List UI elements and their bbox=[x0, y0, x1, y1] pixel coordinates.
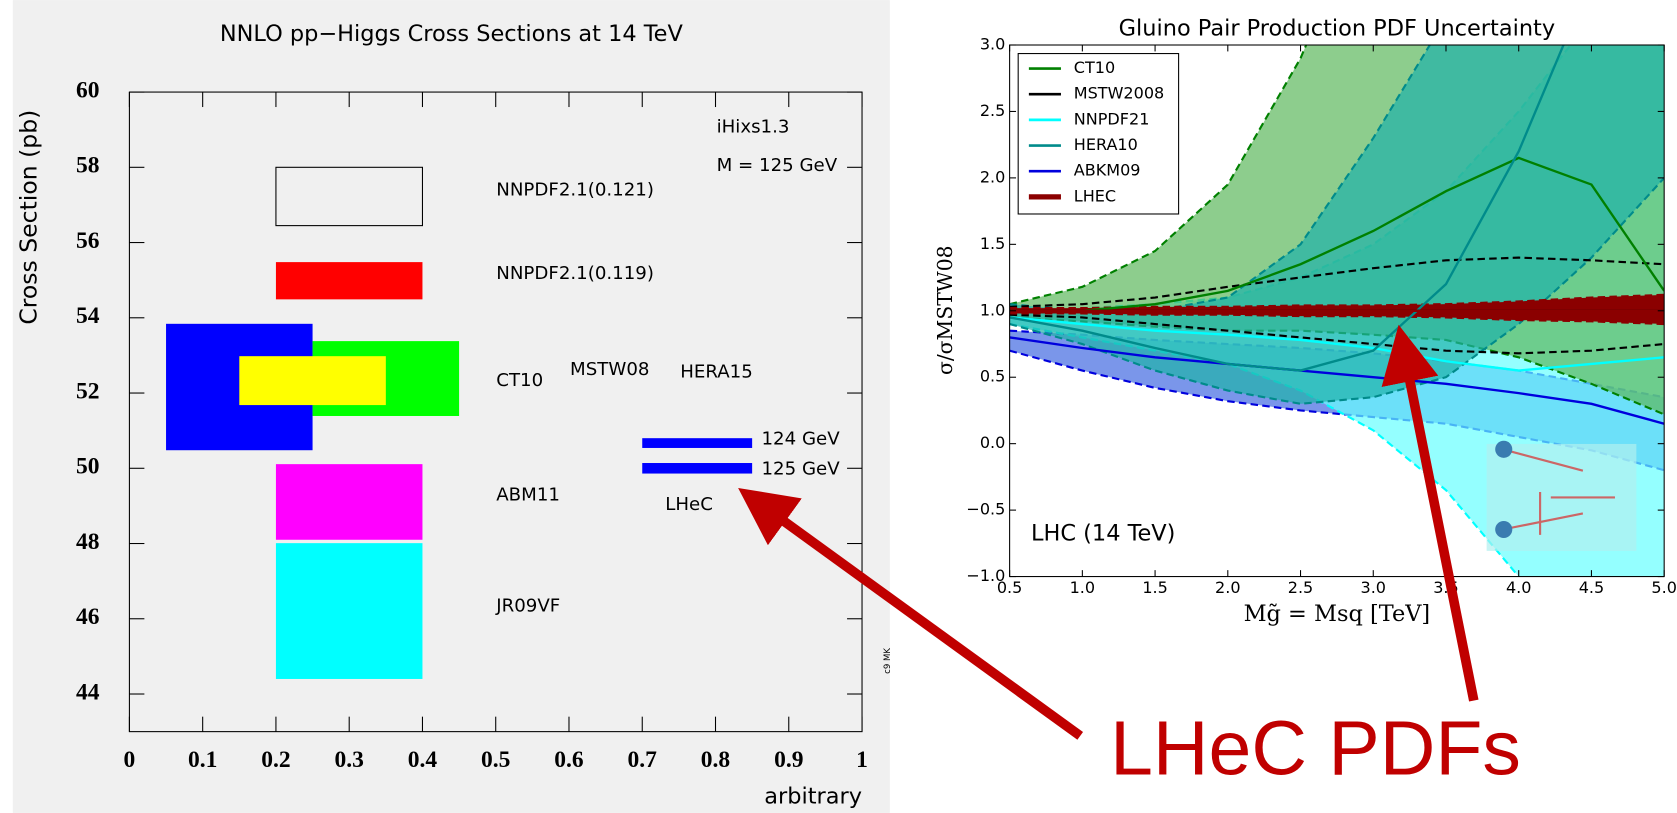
x-tick-label: 0.4 bbox=[408, 747, 438, 773]
legend-label: LHEC bbox=[1074, 186, 1116, 205]
x-axis-label: arbitrary bbox=[764, 783, 862, 809]
inset-lines bbox=[1502, 448, 1615, 535]
box bbox=[642, 463, 753, 474]
y-tick-label: −0.5 bbox=[966, 500, 1005, 519]
x-tick-label: 0 bbox=[124, 747, 136, 773]
line bbox=[1009, 156, 1665, 312]
y-tick-label: 60 bbox=[76, 77, 100, 103]
box bbox=[275, 166, 423, 227]
annotation: c9 MK bbox=[883, 648, 893, 674]
annotation: CT10 bbox=[496, 370, 543, 391]
annotation: 125 GeV bbox=[761, 459, 840, 480]
chart-title: Gluino Pair Production PDF Uncertainty bbox=[1119, 15, 1555, 41]
band-lower bbox=[1009, 313, 1665, 355]
y-tick-label: 1.5 bbox=[980, 234, 1006, 253]
left-chart: NNLO pp−Higgs Cross Sections at 14 TeV Cr… bbox=[14, 21, 893, 810]
y-tick-label: 3.0 bbox=[980, 35, 1006, 54]
legend-label: MSTW2008 bbox=[1074, 84, 1164, 103]
x-tick-label: 1.0 bbox=[1070, 578, 1096, 597]
x-axis-label: Mg̃ = Msq [TeV] bbox=[1244, 601, 1431, 627]
y-tick-label: 0.0 bbox=[980, 433, 1006, 452]
callout: LHeC PDFs bbox=[1110, 705, 1521, 791]
x-tick-label: 0.3 bbox=[334, 747, 363, 773]
x-tick-label: 3.0 bbox=[1361, 578, 1386, 597]
y-tick-label: 0.5 bbox=[980, 367, 1006, 386]
x-tick-label: 0.5 bbox=[997, 578, 1023, 597]
annotation: LHC (14 TeV) bbox=[1031, 520, 1175, 546]
legend-label: CT10 bbox=[1074, 58, 1115, 77]
y-tick-label: 2.0 bbox=[980, 167, 1006, 186]
band-lower bbox=[1009, 312, 1665, 326]
y-tick-label: 52 bbox=[76, 378, 100, 404]
x-tick-label: 0.8 bbox=[701, 747, 730, 773]
y-tick-label: 58 bbox=[76, 153, 100, 179]
inset-vertex bbox=[1495, 440, 1513, 458]
diagram-inset bbox=[1486, 440, 1637, 551]
annotation: 124 GeV bbox=[761, 429, 840, 450]
band-lower bbox=[1009, 177, 1665, 405]
legend-box bbox=[1017, 53, 1180, 215]
annotation: NNPDF2.1(0.121) bbox=[496, 179, 654, 200]
x-tick-label: 4.0 bbox=[1506, 578, 1531, 597]
annotation: M = 125 GeV bbox=[717, 155, 838, 176]
y-axis-label: Cross Section (pb) bbox=[14, 110, 42, 325]
x-tick-label: 0.5 bbox=[481, 747, 510, 773]
box bbox=[642, 438, 753, 448]
band-upper bbox=[1009, 256, 1665, 308]
x-tick-label: 0.7 bbox=[628, 747, 658, 773]
right-chart: −1.0 −0.5 0.0 0.5 1.0 1.5 2.0 2.5 3.0 0.5 1.0 1.5 2.… bbox=[933, 15, 1677, 627]
y-tick-label: 1.0 bbox=[980, 300, 1006, 319]
y-tick-label: 2.5 bbox=[980, 101, 1006, 120]
annotation: NNPDF2.1(0.119) bbox=[496, 263, 654, 284]
box bbox=[275, 464, 423, 540]
y-axis-label: σ/σMSTW08 bbox=[933, 245, 957, 375]
x-tick-label: 4.5 bbox=[1579, 578, 1604, 597]
arrow bbox=[1381, 324, 1479, 702]
legend-label: NNPDF21 bbox=[1074, 109, 1150, 128]
band bbox=[1009, 294, 1665, 325]
x-tick-label: 1.5 bbox=[1142, 578, 1168, 597]
chart-title: NNLO pp−Higgs Cross Sections at 14 TeV bbox=[220, 21, 684, 47]
x-tick-label: 2.0 bbox=[1215, 578, 1241, 597]
y-tick-label: 50 bbox=[76, 454, 100, 480]
legend-label: HERA10 bbox=[1074, 135, 1138, 154]
legend-label: ABKM09 bbox=[1074, 161, 1141, 180]
inset-vertex bbox=[1495, 520, 1513, 539]
x-tick-label: 0.2 bbox=[261, 747, 290, 773]
annotation: MSTW08 bbox=[570, 359, 649, 380]
y-tick-label: 56 bbox=[76, 228, 100, 254]
plot-content bbox=[1009, 45, 1665, 577]
x-tick-label: 1 bbox=[856, 747, 868, 773]
box bbox=[275, 262, 423, 300]
x-tick-label: 5.0 bbox=[1651, 578, 1676, 597]
line bbox=[1009, 316, 1665, 372]
line bbox=[1009, 336, 1665, 425]
y-tick-label: 48 bbox=[76, 529, 100, 555]
x-tick-label: 0.1 bbox=[188, 747, 217, 773]
y-tick-label: 44 bbox=[76, 679, 100, 705]
annotation: HERA15 bbox=[680, 361, 753, 382]
annotation: iHixs1.3 bbox=[717, 116, 790, 137]
annotation: ABM11 bbox=[496, 484, 560, 505]
x-tick-label: 2.5 bbox=[1288, 578, 1314, 597]
box bbox=[239, 356, 386, 406]
arrow bbox=[738, 487, 1084, 740]
x-tick-label: 0.9 bbox=[774, 747, 803, 773]
line bbox=[1009, 45, 1565, 372]
y-tick-label: 46 bbox=[76, 604, 100, 630]
box bbox=[275, 543, 423, 679]
y-tick-label: −1.0 bbox=[966, 566, 1005, 585]
y-tick-label: 54 bbox=[76, 303, 100, 329]
x-tick-label: 0.6 bbox=[554, 747, 584, 773]
annotation: LHeC bbox=[665, 494, 713, 515]
annotation: JR09VF bbox=[495, 595, 560, 616]
